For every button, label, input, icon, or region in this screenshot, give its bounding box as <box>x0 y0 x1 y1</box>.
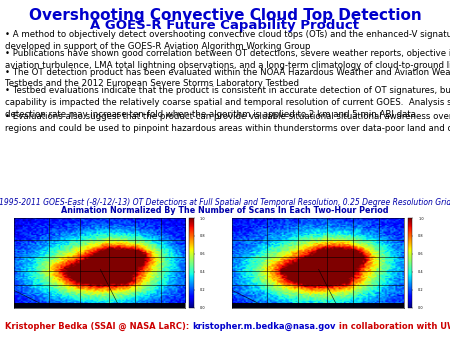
Text: kristopher.m.bedka@nasa.gov: kristopher.m.bedka@nasa.gov <box>193 321 336 331</box>
Title: 1995-2011 GOES-East Overshooting Top Detections, Daylight, 0.25 Degree Grid: 1995-2011 GOES-East Overshooting Top Det… <box>40 213 159 217</box>
Text: • Evaluations also suggest that the product can provide valuable situational sit: • Evaluations also suggest that the prod… <box>5 112 450 133</box>
Text: • The OT detection product has been evaluated within the NOAA Hazardous Weather : • The OT detection product has been eval… <box>5 68 450 89</box>
Text: Animation Normalized By The Number of Scans In Each Two-Hour Period: Animation Normalized By The Number of Sc… <box>61 206 389 215</box>
Text: • Publications have shown good correlation between OT detections, severe weather: • Publications have shown good correlati… <box>5 49 450 70</box>
Text: Overshooting Convective Cloud Top Detection: Overshooting Convective Cloud Top Detect… <box>29 8 421 23</box>
Text: in collaboration with UW-CIMSS and NASA LaRC: in collaboration with UW-CIMSS and NASA … <box>336 321 450 331</box>
Text: • A method to objectively detect overshooting convective cloud tops (OTs) and th: • A method to objectively detect oversho… <box>5 30 450 51</box>
Text: 1995-2011 GOES-East (-8/-12/-13) OT Detections at Full Spatial and Temporal Reso: 1995-2011 GOES-East (-8/-12/-13) OT Dete… <box>0 198 450 207</box>
Text: A GOES-R Future Capability Product: A GOES-R Future Capability Product <box>90 19 360 31</box>
Text: Kristopher Bedka (SSAI @ NASA LaRC):: Kristopher Bedka (SSAI @ NASA LaRC): <box>5 321 193 331</box>
Title: 1995-2011 GOES-East Overshooting Top Detections, 0.25 Deg Grid 20060601 UTC: 1995-2011 GOES-East Overshooting Top Det… <box>256 213 380 217</box>
Text: • Testbed evaluations indicate that the product is consistent in accurate detect: • Testbed evaluations indicate that the … <box>5 86 450 119</box>
